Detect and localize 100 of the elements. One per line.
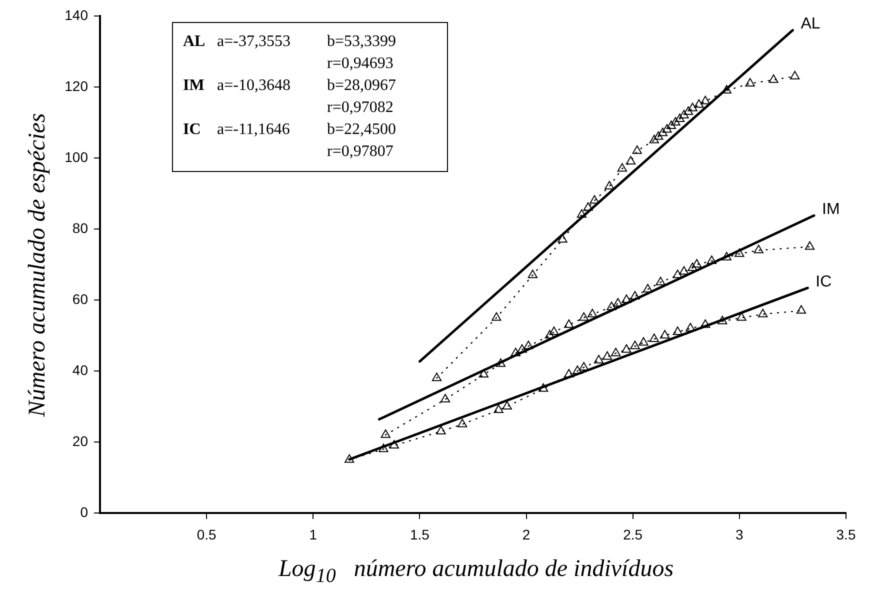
point (630, 290, 640, 300)
point (492, 312, 502, 321)
point (706, 255, 717, 264)
point (524, 340, 534, 350)
x-tick-label: 3.5 (836, 526, 856, 542)
y-tick-label: 140 (64, 6, 88, 23)
x-tick-label: 0.5 (196, 526, 217, 542)
point (613, 298, 623, 307)
point (617, 163, 628, 172)
point (672, 326, 682, 335)
point (700, 96, 710, 104)
annotation: IM (183, 76, 206, 96)
point (666, 120, 676, 130)
annotation: b=22,4500 (327, 120, 398, 140)
y-tick-label: 100 (64, 148, 88, 165)
point (754, 244, 764, 254)
point (436, 426, 446, 434)
x-tick-label: 1.5 (410, 526, 430, 542)
series-label: AL (800, 16, 820, 33)
point (768, 74, 778, 83)
point (679, 266, 689, 275)
point (517, 344, 527, 353)
point (632, 145, 642, 154)
point (590, 195, 600, 204)
point (622, 294, 632, 303)
point (745, 78, 755, 86)
point (606, 302, 616, 310)
annotation: r=0,94693 (327, 54, 394, 74)
annotation: a=-37,3553 (217, 32, 292, 52)
point (649, 134, 659, 144)
y-tick-label: 20 (72, 432, 88, 449)
point (649, 334, 659, 342)
point (642, 284, 653, 292)
point (694, 99, 704, 108)
point (722, 252, 732, 260)
y-tick-label: 40 (72, 362, 88, 378)
annotation: b=28,0967 (327, 76, 398, 96)
x-axis-title: Log$_{10}$ número acumulado de indivíduos (277, 556, 675, 588)
point (660, 330, 670, 338)
point (564, 369, 574, 378)
point (722, 85, 732, 94)
point (564, 319, 574, 328)
point (674, 113, 685, 122)
point (344, 454, 354, 463)
point (790, 70, 800, 80)
y-tick-label: 0 (80, 504, 88, 520)
point (700, 319, 710, 328)
point (654, 131, 664, 140)
point (538, 383, 548, 392)
point (432, 372, 442, 382)
point (692, 259, 702, 268)
point (502, 401, 512, 410)
point (679, 110, 689, 118)
point (576, 209, 587, 218)
x-tick-label: 3 (736, 526, 744, 542)
x-tick-label: 2 (522, 526, 530, 542)
x-tick-label: 2.5 (623, 526, 643, 542)
series-label: IM (822, 200, 840, 218)
point (686, 322, 696, 332)
point (583, 202, 593, 211)
point (380, 429, 390, 438)
point (389, 440, 399, 449)
point (734, 248, 744, 257)
y-axis-title: Número acumulado de espécies (24, 113, 52, 417)
point (758, 308, 768, 318)
point (544, 330, 555, 338)
point (604, 180, 614, 190)
point (658, 128, 668, 136)
point (638, 337, 648, 346)
point (458, 418, 468, 428)
point (736, 312, 746, 321)
point (478, 369, 488, 378)
point (510, 348, 520, 356)
point (588, 308, 598, 318)
point (602, 351, 612, 360)
annotation: r=0,97807 (327, 142, 394, 162)
annotation: a=-10,3648 (217, 76, 292, 96)
annotation: r=0,97082 (327, 98, 394, 118)
point (440, 394, 450, 402)
point (630, 340, 640, 350)
point (622, 344, 632, 353)
point (718, 316, 728, 324)
point (662, 124, 672, 133)
point (496, 358, 506, 367)
point (626, 156, 636, 165)
point (528, 270, 538, 278)
point (672, 270, 682, 278)
point (594, 354, 604, 364)
point (549, 326, 559, 335)
x-tick-label: 1 (309, 526, 318, 542)
point (579, 312, 589, 321)
point (558, 234, 568, 243)
point (688, 102, 698, 112)
point (688, 262, 698, 272)
point (572, 366, 582, 374)
y-tick-label: 80 (72, 220, 88, 236)
point (670, 117, 680, 126)
series-label: IC (816, 273, 832, 290)
point (494, 404, 504, 414)
annotation: AL (183, 32, 206, 52)
